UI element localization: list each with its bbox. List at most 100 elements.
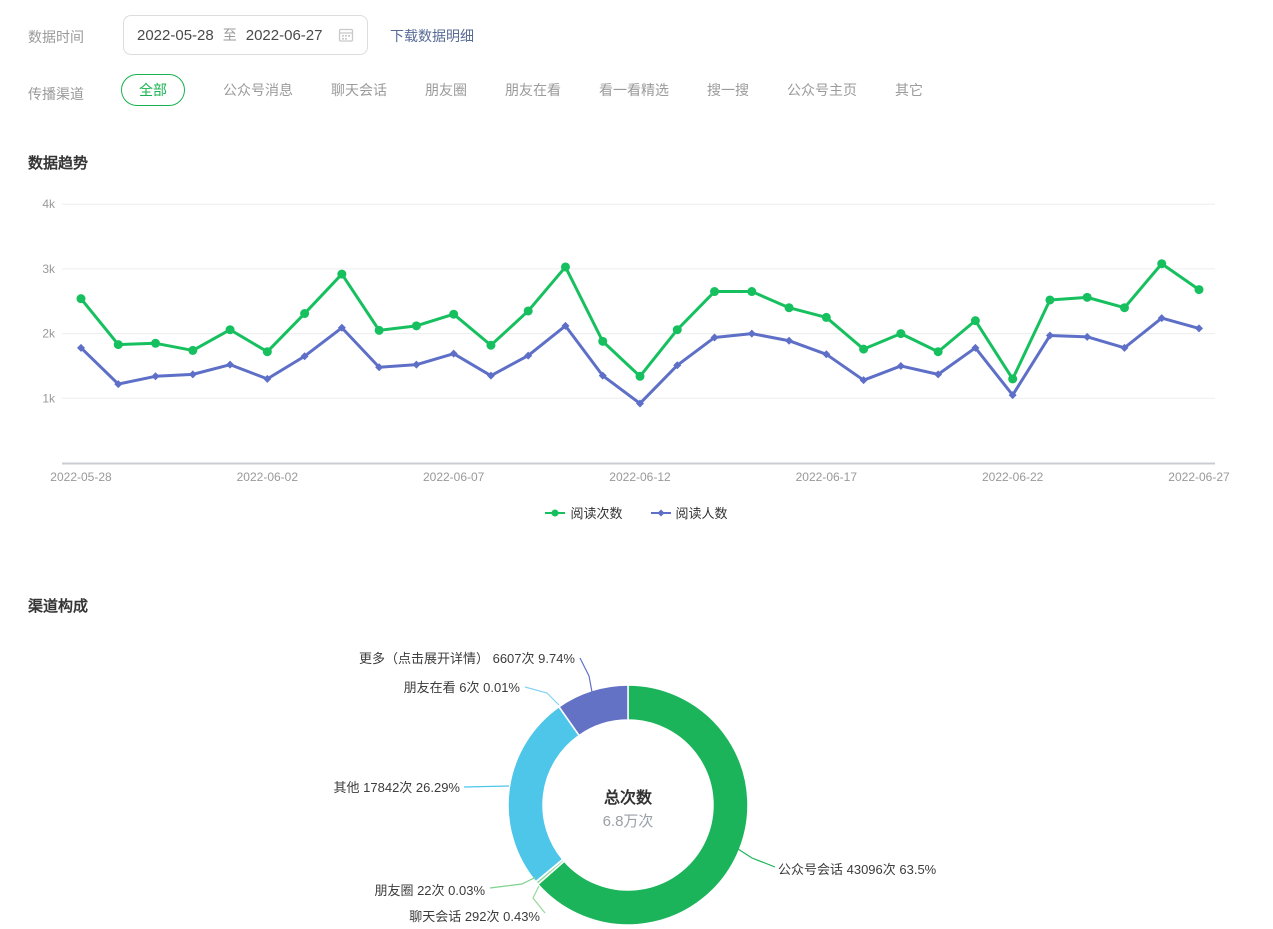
- trend-point-s0-15[interactable]: [635, 371, 645, 381]
- legend-marker-dot-1: [657, 509, 664, 516]
- trend-point-s1-27[interactable]: [1083, 332, 1092, 341]
- trend-point-s1-3[interactable]: [188, 370, 197, 379]
- trend-point-s0-25[interactable]: [1008, 374, 1018, 384]
- trend-point-s0-13[interactable]: [560, 262, 570, 272]
- donut-label-2: 朋友圈 22次 0.03%: [374, 883, 485, 898]
- donut-label-1: 聊天会话 292次 0.43%: [409, 909, 540, 924]
- channel-tab-2[interactable]: 聊天会话: [331, 82, 387, 98]
- trend-point-s1-26[interactable]: [1045, 331, 1054, 340]
- trend-point-s1-20[interactable]: [822, 350, 831, 359]
- trend-point-s0-22[interactable]: [896, 329, 906, 339]
- trend-point-s1-16[interactable]: [673, 361, 682, 370]
- channel-tab-5[interactable]: 看一看精选: [599, 82, 669, 98]
- legend-marker-dot-0: [551, 509, 559, 516]
- donut-leader-4: [524, 686, 560, 706]
- trend-point-s0-10[interactable]: [449, 309, 459, 319]
- trend-point-s1-4[interactable]: [226, 360, 235, 369]
- x-axis-tick-2022-06-27: 2022-06-27: [1168, 470, 1230, 484]
- trend-point-s1-7[interactable]: [337, 323, 346, 332]
- trend-point-s1-17[interactable]: [710, 333, 719, 342]
- trend-point-s1-13[interactable]: [561, 321, 570, 330]
- trend-point-s0-19[interactable]: [784, 303, 794, 313]
- trend-point-s1-19[interactable]: [785, 336, 794, 345]
- trend-point-s1-1[interactable]: [114, 380, 123, 389]
- trend-point-s1-6[interactable]: [300, 352, 309, 361]
- trend-point-s1-25[interactable]: [1008, 391, 1017, 400]
- channel-tab-0[interactable]: 全部: [121, 74, 185, 106]
- channel-tab-8[interactable]: 其它: [895, 82, 923, 98]
- trend-point-s1-24[interactable]: [971, 343, 980, 352]
- trend-point-s0-23[interactable]: [933, 347, 943, 357]
- download-data-link[interactable]: 下载数据明细: [390, 28, 474, 44]
- trend-point-s0-24[interactable]: [970, 316, 980, 326]
- trend-point-s1-11[interactable]: [486, 371, 495, 380]
- trend-point-s0-17[interactable]: [710, 287, 720, 297]
- trend-point-s0-7[interactable]: [337, 269, 347, 279]
- trend-point-s0-28[interactable]: [1119, 303, 1129, 313]
- trend-point-s0-29[interactable]: [1157, 259, 1167, 269]
- trend-point-s0-18[interactable]: [747, 287, 757, 297]
- trend-point-s1-15[interactable]: [636, 399, 644, 408]
- donut-slice-5[interactable]: [558, 684, 629, 737]
- legend-item-1[interactable]: 阅读人数: [650, 503, 728, 522]
- trend-point-s0-1[interactable]: [113, 340, 123, 350]
- trend-point-s0-9[interactable]: [411, 321, 421, 331]
- x-axis-tick-2022-06-17: 2022-06-17: [796, 470, 858, 484]
- trend-point-s1-30[interactable]: [1195, 324, 1203, 333]
- trend-point-s0-2[interactable]: [151, 338, 161, 348]
- trend-point-s0-3[interactable]: [188, 345, 198, 355]
- trend-point-s0-16[interactable]: [672, 325, 682, 335]
- trend-point-s0-30[interactable]: [1194, 285, 1204, 295]
- composition-section-title: 渠道构成: [28, 598, 89, 615]
- calendar-icon: [338, 27, 354, 43]
- trend-point-s0-20[interactable]: [821, 312, 831, 322]
- trend-point-s0-6[interactable]: [300, 309, 310, 319]
- donut-label-5[interactable]: 更多（点击展开详情） 6607次 9.74%: [359, 651, 575, 666]
- trend-point-s0-8[interactable]: [374, 325, 384, 335]
- trend-point-s1-0[interactable]: [77, 343, 85, 352]
- date-range-input[interactable]: 2022-05-28 至 2022-06-27: [123, 15, 368, 55]
- channel-tabs: 全部 公众号消息 聊天会话 朋友圈 朋友在看 看一看精选 搜一搜 公众号主页 其它: [121, 74, 923, 106]
- trend-point-s1-5[interactable]: [263, 374, 272, 383]
- legend-item-0[interactable]: 阅读次数: [545, 503, 623, 522]
- trend-point-s0-5[interactable]: [262, 347, 272, 357]
- trend-point-s1-8[interactable]: [375, 363, 384, 372]
- trend-point-s0-0[interactable]: [76, 294, 86, 304]
- trend-point-s1-18[interactable]: [747, 329, 756, 338]
- trend-point-s1-21[interactable]: [859, 376, 868, 385]
- trend-point-s1-12[interactable]: [524, 351, 533, 360]
- trend-point-s0-11[interactable]: [486, 340, 496, 350]
- channel-tab-4[interactable]: 朋友在看: [505, 82, 561, 98]
- donut-leader-0: [737, 848, 776, 868]
- trend-point-s0-12[interactable]: [523, 306, 533, 316]
- channel-tab-7[interactable]: 公众号主页: [787, 82, 857, 98]
- channel-composition-donut-chart: 公众号会话 43096次 63.5% 聊天会话 292次 0.43% 朋友圈 22次…: [334, 651, 937, 926]
- trend-point-s0-26[interactable]: [1045, 295, 1055, 305]
- trend-point-s1-2[interactable]: [151, 372, 160, 381]
- trend-point-s1-22[interactable]: [896, 361, 905, 370]
- donut-label-4: 朋友在看 6次 0.01%: [404, 680, 521, 695]
- trend-point-s1-10[interactable]: [449, 349, 458, 358]
- channel-tab-6[interactable]: 搜一搜: [707, 82, 749, 98]
- trend-point-s0-21[interactable]: [859, 344, 869, 354]
- y-axis-tick-2k: 2k: [42, 327, 56, 341]
- trend-point-s0-4[interactable]: [225, 325, 235, 335]
- date-start-value: 2022-05-28: [137, 26, 214, 44]
- trend-legend: 阅读次数 阅读人数: [0, 503, 1273, 522]
- channel-tab-1[interactable]: 公众号消息: [223, 82, 293, 98]
- trend-point-s1-9[interactable]: [412, 360, 421, 369]
- trend-line-chart: 1k 2k 3k 4k 2022-05-28 2022-06-02 2022-06-07 20…: [42, 197, 1230, 484]
- donut-slice-0[interactable]: [536, 684, 749, 926]
- trend-point-s1-29[interactable]: [1157, 314, 1166, 323]
- trend-point-s1-23[interactable]: [934, 370, 943, 379]
- x-axis-tick-2022-06-22: 2022-06-22: [982, 470, 1044, 484]
- trend-point-s1-14[interactable]: [598, 371, 607, 380]
- trend-point-s0-14[interactable]: [598, 336, 608, 346]
- trend-point-s1-28[interactable]: [1120, 343, 1129, 352]
- x-axis-tick-2022-06-07: 2022-06-07: [423, 470, 485, 484]
- trend-point-s0-27[interactable]: [1082, 292, 1092, 302]
- donut-slice-3[interactable]: [507, 705, 581, 883]
- y-axis-tick-3k: 3k: [42, 262, 56, 276]
- channel-tab-3[interactable]: 朋友圈: [425, 82, 467, 98]
- donut-label-3: 其他 17842次 26.29%: [334, 780, 461, 795]
